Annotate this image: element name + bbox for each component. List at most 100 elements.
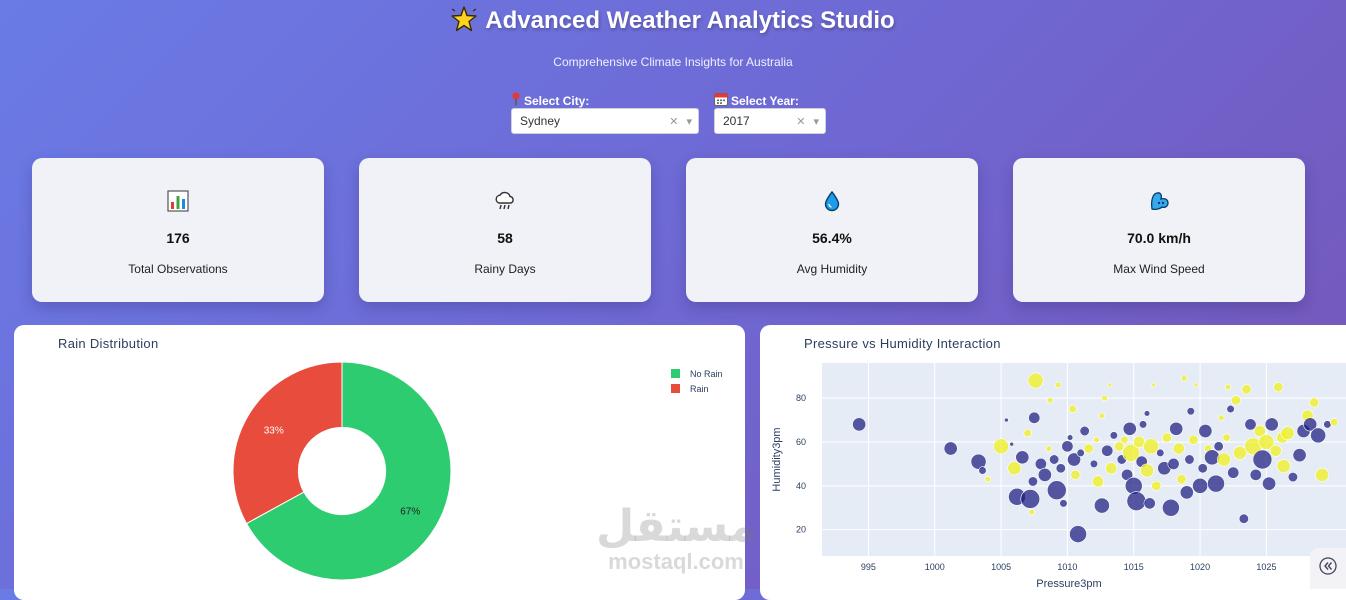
scatter-point[interactable] [1238,513,1249,524]
scatter-point[interactable] [1101,394,1108,402]
scatter-point[interactable] [1068,404,1077,414]
scatter-point[interactable] [1292,448,1307,463]
scatter-point[interactable] [1310,427,1327,444]
scatter-point[interactable] [1122,444,1140,462]
scatter-point[interactable] [1028,508,1035,516]
scatter-point[interactable] [1156,448,1165,458]
scatter-point[interactable] [1230,395,1241,406]
scatter-point[interactable] [1207,474,1225,493]
scatter-point[interactable] [1143,410,1151,417]
scatter-point[interactable] [1091,475,1104,488]
scatter-point[interactable] [1126,491,1147,511]
scatter-point[interactable] [1217,452,1231,467]
scatter-point[interactable] [1244,418,1257,431]
scatter-point[interactable] [1193,382,1199,388]
scatter-point[interactable] [1258,434,1275,450]
scatter-point[interactable] [1093,436,1100,443]
scatter-point[interactable] [978,466,987,475]
scatter-point[interactable] [1054,381,1062,389]
scatter-point[interactable] [1037,467,1052,482]
scatter-point[interactable] [1089,459,1099,468]
scatter-point[interactable] [1098,412,1106,419]
city-select[interactable]: Sydney ✕ ▾ [511,108,699,134]
scatter-point[interactable] [1049,454,1060,465]
scatter-point[interactable] [1213,441,1224,452]
scatter-point[interactable] [993,438,1009,455]
scatter-point[interactable] [970,453,987,470]
scatter-point[interactable] [1181,375,1188,382]
scatter-point[interactable] [1315,467,1330,482]
scatter-point[interactable] [1105,462,1118,475]
scatter-point[interactable] [1004,417,1009,423]
scatter-point[interactable] [1067,452,1082,467]
scatter-point[interactable] [1204,449,1220,466]
clear-city-icon[interactable]: ✕ [669,115,679,128]
scatter-point[interactable] [1083,443,1094,454]
scatter-point[interactable] [1252,449,1273,470]
chevron-down-icon[interactable]: ▾ [686,115,692,128]
scatter-point[interactable] [1047,480,1067,501]
scatter-point[interactable] [1273,382,1284,393]
scatter-point[interactable] [1047,397,1054,404]
scatter-point[interactable] [1172,442,1185,455]
scatter-point[interactable] [1262,476,1277,491]
scatter-point[interactable] [1045,445,1052,452]
scatter-point[interactable] [1167,457,1180,470]
scatter-point[interactable] [1184,454,1195,465]
scatter-point[interactable] [1034,457,1047,470]
scatter-point[interactable] [1007,461,1022,476]
scatter-point[interactable] [1109,431,1118,440]
scatter-point[interactable] [1253,424,1266,437]
scatter-point[interactable] [1023,429,1032,438]
collapse-sidebar-button[interactable] [1310,548,1346,589]
scatter-point[interactable] [1179,485,1194,500]
pie-slice-rain[interactable] [232,361,343,525]
scatter-point[interactable] [1176,474,1187,485]
scatter-point[interactable] [1232,445,1247,460]
scatter-point[interactable] [1028,411,1041,424]
chevron-down-icon[interactable]: ▾ [813,115,819,128]
scatter-point[interactable] [1114,441,1125,452]
scatter-point[interactable] [1276,459,1291,474]
scatter-point[interactable] [1066,434,1074,441]
scatter-point[interactable] [1161,432,1172,443]
scatter-point[interactable] [1269,444,1282,457]
scatter-point[interactable] [1287,471,1298,483]
scatter-point[interactable] [1027,476,1038,487]
scatter-point[interactable] [1309,397,1320,408]
scatter-point[interactable] [1198,424,1213,438]
scatter-point[interactable] [1226,404,1235,414]
scatter-point[interactable] [1138,420,1148,429]
scatter-point[interactable] [1249,468,1262,481]
scatter-point[interactable] [1162,498,1180,517]
scatter-point[interactable] [1186,407,1195,416]
scatter-point[interactable] [1143,438,1159,455]
scatter-point[interactable] [1070,469,1081,480]
scatter-point[interactable] [1020,489,1041,509]
scatter-point[interactable] [1143,497,1156,510]
scatter-point[interactable] [1079,425,1090,437]
scatter-point[interactable] [1241,384,1252,395]
scatter-point[interactable] [1303,417,1318,432]
scatter-point[interactable] [1151,480,1162,491]
scatter-point[interactable] [1009,441,1015,447]
scatter-point[interactable] [1151,382,1156,388]
year-select[interactable]: 2017 ✕ ▾ [714,108,826,134]
scatter-point[interactable] [1101,444,1114,457]
scatter-point[interactable] [984,476,991,483]
scatter-point[interactable] [1140,463,1154,478]
scatter-point[interactable] [1192,477,1208,494]
scatter-point[interactable] [1107,382,1113,388]
scatter-point[interactable] [1222,433,1231,442]
scatter-point[interactable] [1169,421,1184,436]
scatter-point[interactable] [1197,463,1208,474]
scatter-point[interactable] [1122,421,1137,436]
scatter-point[interactable] [1015,450,1030,465]
scatter-point[interactable] [1227,466,1240,479]
scatter-point[interactable] [1224,383,1232,391]
scatter-point[interactable] [1027,372,1044,389]
clear-year-icon[interactable]: ✕ [796,115,806,128]
scatter-point[interactable] [1069,525,1087,543]
legend-label[interactable]: No Rain [690,369,723,379]
scatter-point[interactable] [1218,414,1225,421]
